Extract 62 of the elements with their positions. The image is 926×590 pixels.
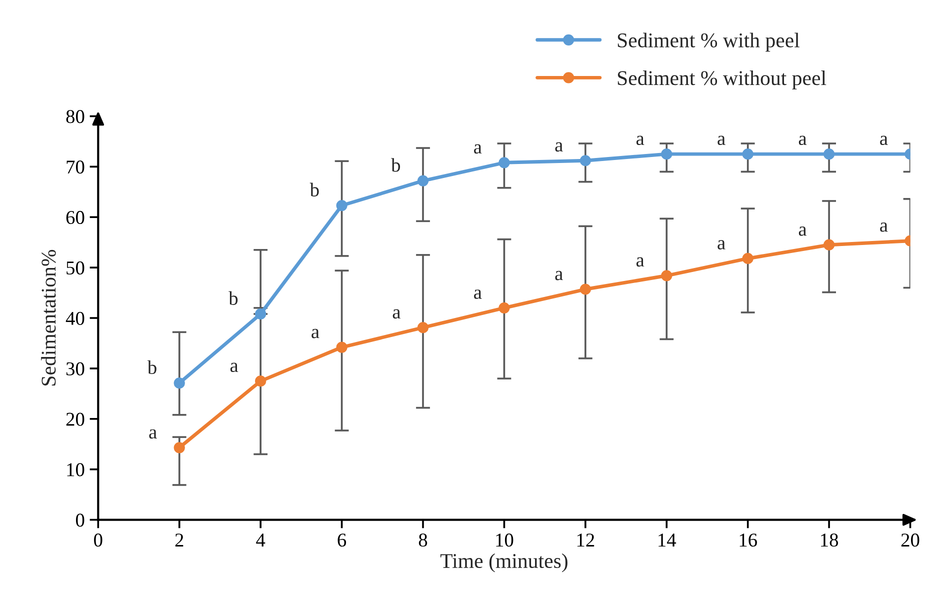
annotation: b bbox=[310, 182, 319, 196]
point bbox=[255, 376, 266, 387]
point bbox=[336, 200, 348, 212]
y-tick-label: 30 bbox=[66, 362, 84, 376]
point bbox=[823, 148, 835, 160]
x-axis-title: Time (minutes) bbox=[440, 553, 568, 572]
x-tick-label: 0 bbox=[94, 534, 102, 547]
x-tick-label: 4 bbox=[256, 534, 266, 546]
point bbox=[174, 442, 185, 454]
x-tick-label: 14 bbox=[658, 534, 676, 546]
point bbox=[580, 284, 591, 295]
x-tick-label: 20 bbox=[901, 534, 920, 547]
x-tick-label: 16 bbox=[740, 534, 757, 547]
point bbox=[255, 308, 266, 320]
annotation: b bbox=[391, 158, 400, 172]
point bbox=[742, 148, 754, 160]
x-tick-label: 2 bbox=[175, 534, 184, 546]
y-tick-label: 80 bbox=[66, 110, 84, 124]
annotation: a bbox=[230, 362, 238, 372]
y-tick-label: 40 bbox=[66, 312, 84, 325]
annotation: a bbox=[555, 270, 563, 280]
y-tick-label: 70 bbox=[66, 160, 84, 174]
point bbox=[417, 322, 429, 334]
x-tick-label: 8 bbox=[418, 534, 428, 547]
annotation: a bbox=[798, 226, 807, 236]
point bbox=[417, 175, 429, 186]
x-tick-label: 10 bbox=[496, 534, 514, 547]
annotation: a bbox=[880, 222, 888, 232]
y-tick-label: 0 bbox=[76, 514, 84, 527]
annotation: a bbox=[636, 257, 644, 267]
x-tick-label: 12 bbox=[577, 534, 594, 546]
legend-label: Sediment % without peel bbox=[618, 70, 826, 90]
y-tick-label: 10 bbox=[67, 463, 84, 476]
y-axis-title: Sedimentation% bbox=[41, 250, 56, 386]
point bbox=[823, 239, 835, 250]
annotation: a bbox=[312, 328, 320, 338]
point bbox=[174, 378, 185, 389]
annotation: a bbox=[798, 136, 807, 146]
y-tick-label: 20 bbox=[66, 412, 84, 426]
y-tick-label: 50 bbox=[66, 261, 84, 275]
annotation: a bbox=[718, 240, 726, 250]
annotation: a bbox=[555, 142, 563, 152]
annotation: a bbox=[392, 309, 401, 319]
annotation: b bbox=[228, 291, 238, 305]
point bbox=[336, 342, 348, 353]
annotation: a bbox=[880, 136, 888, 146]
point bbox=[661, 270, 672, 282]
annotation: a bbox=[149, 429, 157, 439]
x-tick-label: 18 bbox=[821, 534, 838, 547]
point bbox=[661, 148, 672, 160]
x-tick-label: 6 bbox=[338, 534, 346, 547]
point bbox=[742, 252, 754, 264]
point bbox=[498, 157, 510, 168]
legend-label: Sediment % with peel bbox=[618, 32, 800, 52]
y-tick-label: 60 bbox=[66, 210, 84, 224]
point bbox=[580, 155, 591, 166]
annotation: a bbox=[718, 136, 726, 146]
annotation: a bbox=[636, 136, 644, 146]
annotation: a bbox=[474, 144, 482, 154]
annotation: b bbox=[147, 360, 156, 374]
annotation: a bbox=[474, 290, 482, 299]
point bbox=[498, 302, 510, 314]
